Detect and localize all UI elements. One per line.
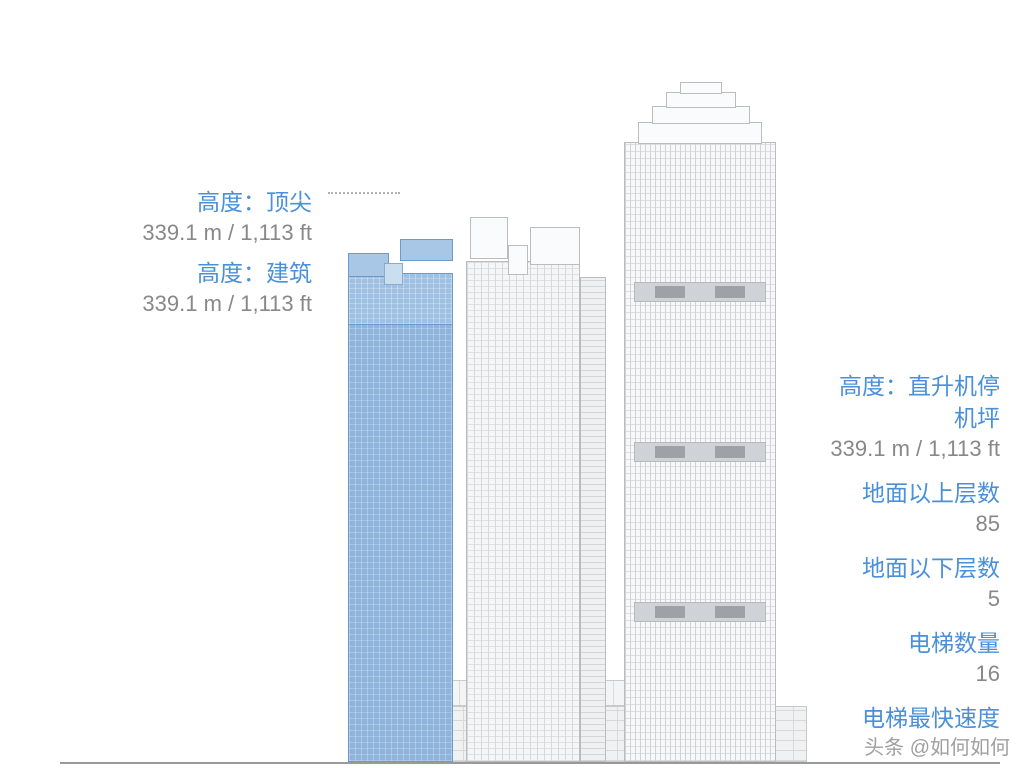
b3-tier4 xyxy=(638,122,762,144)
height-pinnacle-title: 高度：顶尖 xyxy=(0,186,312,218)
floors-below-value: 5 xyxy=(818,584,1000,615)
height-helipad-title: 高度：直升机停机坪 xyxy=(818,370,1000,434)
b2-top-c xyxy=(508,245,528,275)
b1-notch xyxy=(384,263,403,285)
building-tall xyxy=(624,82,776,762)
b2-body xyxy=(466,261,580,762)
b3-tier2 xyxy=(666,92,736,108)
elevator-count: 电梯数量 16 xyxy=(818,627,1000,690)
elevator-speed: 电梯最快速度 xyxy=(818,702,1000,734)
building-highlighted xyxy=(348,239,453,762)
height-architectural-value: 339.1 m / 1,113 ft xyxy=(0,289,312,320)
b1-top-left xyxy=(348,253,389,277)
height-pinnacle-value: 339.1 m / 1,113 ft xyxy=(0,218,312,249)
b3-band-3 xyxy=(634,602,766,622)
elevator-count-title: 电梯数量 xyxy=(818,627,1000,659)
height-helipad-value: 339.1 m / 1,113 ft xyxy=(818,434,1000,465)
floors-above: 地面以上层数 85 xyxy=(818,477,1000,540)
building-mid xyxy=(466,217,606,762)
height-architectural: 高度：建筑 339.1 m / 1,113 ft xyxy=(0,257,312,320)
ground-line xyxy=(60,762,1000,764)
floors-below-title: 地面以下层数 xyxy=(818,552,1000,584)
elevator-count-value: 16 xyxy=(818,659,1000,690)
left-label-group: 高度：顶尖 339.1 m / 1,113 ft 高度：建筑 339.1 m /… xyxy=(0,186,330,328)
height-helipad: 高度：直升机停机坪 339.1 m / 1,113 ft xyxy=(818,370,1000,465)
b2-top-b xyxy=(530,227,580,265)
leader-line xyxy=(328,192,400,194)
b3-tier3 xyxy=(652,106,750,124)
right-label-group: 高度：直升机停机坪 339.1 m / 1,113 ft 地面以上层数 85 地… xyxy=(818,370,1030,746)
b3-band-1 xyxy=(634,282,766,302)
watermark-text: 头条 @如何如何 xyxy=(864,731,1010,760)
b2-side xyxy=(580,277,606,762)
floors-above-value: 85 xyxy=(818,509,1000,540)
height-architectural-title: 高度：建筑 xyxy=(0,257,312,289)
b1-body xyxy=(348,323,453,762)
b2-top-a xyxy=(470,217,508,259)
floors-above-title: 地面以上层数 xyxy=(818,477,1000,509)
b1-top-right xyxy=(400,239,453,261)
b3-band-2 xyxy=(634,442,766,462)
height-pinnacle: 高度：顶尖 339.1 m / 1,113 ft xyxy=(0,186,312,249)
infographic-canvas: 高度：顶尖 339.1 m / 1,113 ft 高度：建筑 339.1 m /… xyxy=(0,0,1030,768)
floors-below: 地面以下层数 5 xyxy=(818,552,1000,615)
b3-tier1 xyxy=(680,82,722,94)
elevator-speed-title: 电梯最快速度 xyxy=(818,702,1000,734)
